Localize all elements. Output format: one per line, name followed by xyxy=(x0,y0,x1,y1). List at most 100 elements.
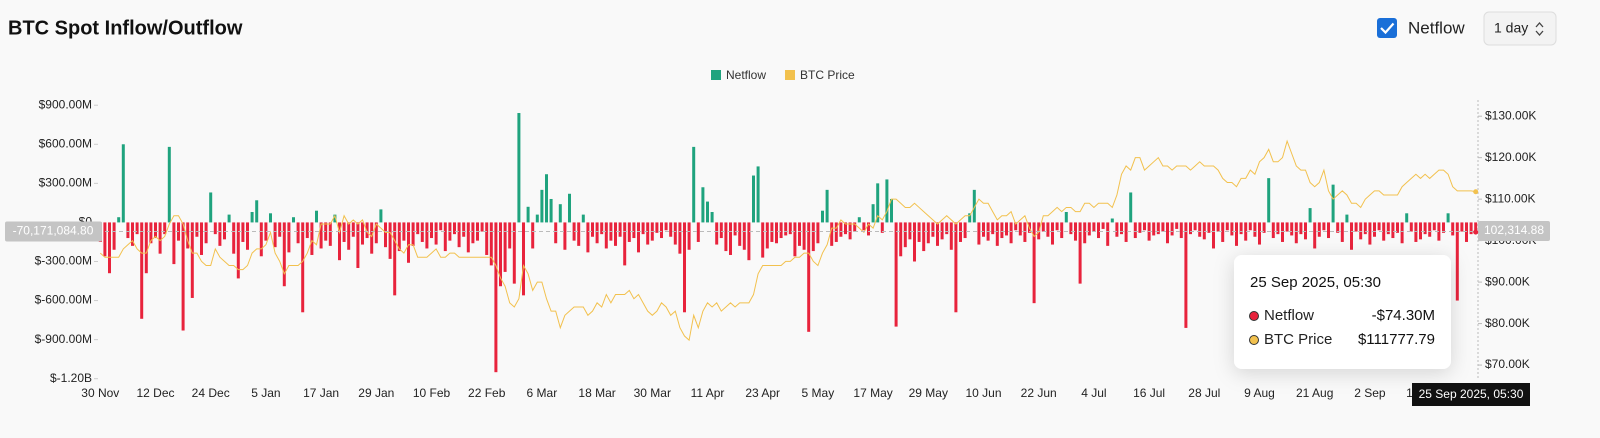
bar xyxy=(1276,222,1280,235)
legend-swatch xyxy=(785,70,795,80)
bar xyxy=(1363,222,1367,235)
bar xyxy=(1446,213,1450,223)
select-value[interactable]: 1 day xyxy=(1494,20,1528,36)
bar xyxy=(167,146,171,223)
bar xyxy=(517,113,521,223)
bar xyxy=(402,222,406,241)
netflow-toggle[interactable]: Netflow xyxy=(1377,18,1465,38)
bar xyxy=(972,189,976,223)
bar xyxy=(1258,222,1261,245)
bar xyxy=(508,222,512,249)
bar xyxy=(664,222,668,231)
x-tick-label: 30 Nov xyxy=(81,386,119,400)
bar xyxy=(1235,222,1238,246)
bar xyxy=(1469,222,1473,235)
crosshair-y2-label: 102,314.88 xyxy=(1484,223,1544,237)
select-box[interactable] xyxy=(1483,11,1557,46)
bar xyxy=(1304,222,1307,240)
bar xyxy=(1101,222,1105,229)
bar xyxy=(641,222,645,235)
bar xyxy=(1156,222,1160,235)
x-tick-label: 11 Apr xyxy=(691,386,725,400)
bar xyxy=(991,222,995,235)
bar xyxy=(471,222,475,244)
bar xyxy=(968,213,972,223)
bar xyxy=(710,212,714,223)
bar xyxy=(195,222,199,237)
bar xyxy=(269,213,272,223)
bar xyxy=(121,144,125,223)
bar xyxy=(765,222,769,249)
bar xyxy=(1198,222,1202,237)
bar xyxy=(618,222,622,237)
bar xyxy=(678,222,682,254)
y-tick-label: $-300.00M xyxy=(35,254,92,268)
bar xyxy=(223,222,226,240)
crosshair-x-label: 25 Sep 2025, 05:30 xyxy=(1419,387,1524,401)
bar xyxy=(1248,222,1252,231)
bar xyxy=(287,222,291,253)
bar xyxy=(1281,222,1284,242)
bar xyxy=(333,214,337,223)
bar xyxy=(292,217,295,223)
tooltip-date: 25 Sep 2025, 05:30 xyxy=(1250,274,1381,291)
bar xyxy=(158,222,162,254)
bar xyxy=(1382,222,1386,241)
bar xyxy=(384,222,387,248)
bar xyxy=(388,222,392,259)
bar xyxy=(466,222,470,253)
bar xyxy=(1465,222,1468,242)
bar xyxy=(526,206,530,223)
bar xyxy=(430,222,433,239)
bar xyxy=(1391,222,1395,239)
bar xyxy=(1373,222,1376,237)
bar xyxy=(1133,222,1137,239)
bar xyxy=(494,222,498,373)
bar xyxy=(1078,222,1082,284)
bar xyxy=(1170,222,1174,236)
bar xyxy=(108,222,111,274)
bar xyxy=(540,189,544,223)
tooltip-dot xyxy=(1249,311,1259,321)
bar xyxy=(834,222,838,242)
x-tick-label: 24 Dec xyxy=(192,386,230,400)
bar xyxy=(1271,222,1275,239)
bar xyxy=(899,222,903,257)
bar xyxy=(549,198,553,223)
bar xyxy=(857,217,861,223)
bar xyxy=(742,222,746,250)
checkbox[interactable] xyxy=(1377,18,1397,38)
bar xyxy=(190,222,194,298)
bar xyxy=(1239,222,1243,235)
x-tick-label: 12 Dec xyxy=(136,386,174,400)
bar xyxy=(1005,222,1008,236)
bar xyxy=(623,222,627,266)
bar xyxy=(485,222,489,255)
bar xyxy=(209,192,213,223)
bar xyxy=(361,222,364,245)
bar xyxy=(913,222,916,262)
bar xyxy=(890,198,893,223)
y2-tick-label: $80.00K xyxy=(1485,316,1530,330)
crosshair-label-box xyxy=(1478,221,1550,242)
bar xyxy=(144,222,148,274)
bar xyxy=(1308,208,1312,223)
bar xyxy=(862,222,866,231)
bar xyxy=(1046,222,1050,237)
bar xyxy=(1055,222,1059,231)
bar xyxy=(1106,222,1110,246)
bar xyxy=(273,222,277,248)
bar xyxy=(218,222,222,246)
interval-select[interactable]: 1 day xyxy=(1483,11,1557,46)
bar xyxy=(232,222,236,254)
toggle-label[interactable]: Netflow xyxy=(1408,18,1465,37)
bar xyxy=(1166,222,1169,244)
bar xyxy=(830,222,834,246)
x-tick-label: 17 May xyxy=(853,386,892,400)
bar xyxy=(149,222,153,244)
x-tick-label: 21 Aug xyxy=(1296,386,1333,400)
bar xyxy=(1212,222,1215,249)
bar xyxy=(1419,222,1422,240)
